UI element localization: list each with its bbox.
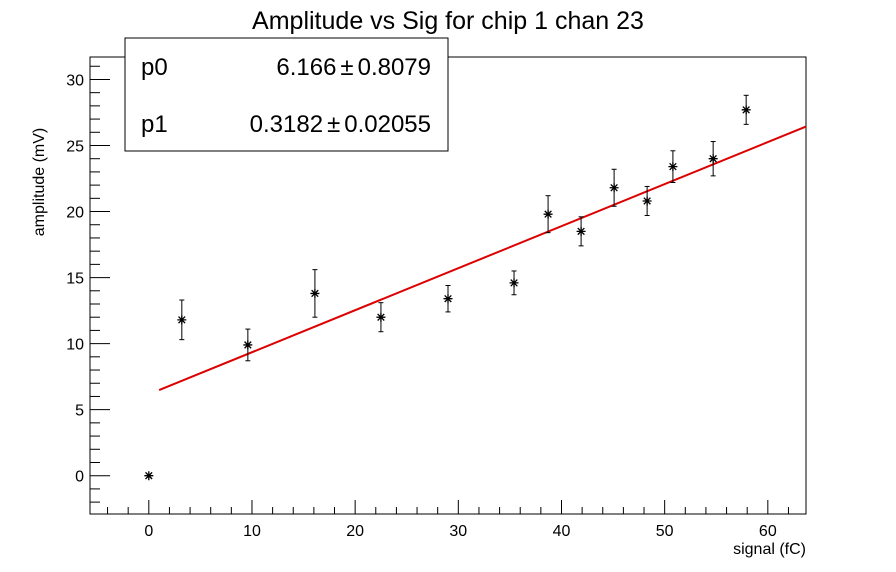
- x-tick-label: 0: [144, 523, 153, 540]
- data-point: [543, 195, 553, 234]
- fit-stats-box: p0 6.166 ±0.8079 p1 0.3182 ±0.02055: [124, 37, 449, 152]
- data-point: [708, 141, 718, 177]
- chart-title: Amplitude vs Sig for chip 1 chan 23: [252, 7, 644, 35]
- asterisk-marker: [177, 315, 187, 325]
- data-point: [310, 269, 320, 318]
- y-tick-label: 30: [66, 72, 84, 89]
- data-point: [576, 216, 586, 247]
- stats-p0-error: 0.8079: [358, 54, 431, 81]
- stats-p0-value: 6.166 ±0.8079: [276, 54, 431, 81]
- x-axis-label: signal (fC): [733, 541, 806, 558]
- stats-p1-error: 0.02055: [344, 111, 431, 138]
- asterisk-marker: [642, 196, 652, 206]
- data-point: [376, 302, 386, 333]
- asterisk-marker: [668, 162, 678, 172]
- plot-area: 0 10 20 30 40 50 60 0 5 10 15 20 25 30: [66, 56, 807, 540]
- data-point: [609, 168, 619, 207]
- asterisk-marker: [609, 183, 619, 193]
- y-tick-label: 25: [66, 138, 84, 155]
- stats-p1-pm: ±: [327, 111, 340, 138]
- asterisk-marker: [243, 340, 253, 350]
- asterisk-marker: [509, 278, 519, 288]
- asterisk-marker: [543, 209, 553, 219]
- asterisk-marker: [443, 294, 453, 304]
- x-tick-label: 30: [449, 523, 467, 540]
- data-point: [668, 150, 678, 183]
- x-tick-label: 20: [346, 523, 364, 540]
- asterisk-marker: [310, 288, 320, 298]
- y-axis-label: amplitude (mV): [31, 128, 48, 236]
- y-tick-label: 0: [75, 469, 84, 486]
- stats-p1-mean: 0.3182: [250, 111, 323, 138]
- asterisk-marker: [576, 226, 586, 236]
- x-tick-label: 10: [243, 523, 261, 540]
- stats-box-frame: [124, 37, 449, 152]
- y-axis: 0 5 10 15 20 25 30: [66, 65, 110, 503]
- x-tick-label: 60: [759, 523, 777, 540]
- stats-p0-name: p0: [141, 54, 168, 81]
- asterisk-marker: [144, 471, 154, 481]
- x-axis: 0 10 20 30 40 50 60: [107, 500, 789, 540]
- fit-line: [158, 125, 807, 391]
- stats-p0-mean: 6.166: [276, 54, 336, 81]
- data-point: [642, 185, 652, 216]
- data-point: [144, 471, 154, 481]
- asterisk-marker: [708, 154, 718, 164]
- y-tick-label: 10: [66, 337, 84, 354]
- stats-p1-name: p1: [141, 111, 168, 138]
- data-point: [177, 299, 187, 341]
- y-tick-label: 20: [66, 205, 84, 222]
- x-tick-label: 50: [656, 523, 674, 540]
- x-tick-label: 40: [553, 523, 571, 540]
- data-point: [741, 94, 751, 125]
- asterisk-marker: [741, 105, 751, 115]
- data-point: [243, 328, 253, 362]
- y-tick-label: 15: [66, 271, 84, 288]
- data-point: [443, 285, 453, 313]
- stats-p0-pm: ±: [340, 54, 353, 81]
- stats-p1-value: 0.3182 ±0.02055: [250, 111, 431, 138]
- data-points: [144, 94, 751, 481]
- data-point: [509, 270, 519, 296]
- y-tick-label: 5: [75, 403, 84, 420]
- asterisk-marker: [376, 312, 386, 322]
